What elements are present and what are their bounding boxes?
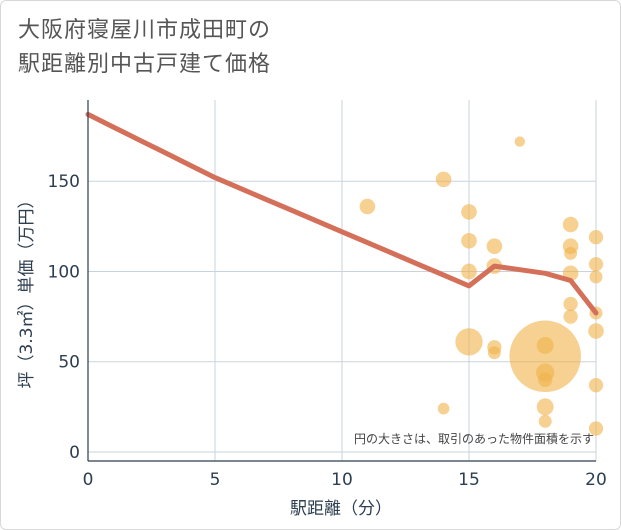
data-point [564,246,578,260]
y-tick-label: 50 [58,353,80,373]
data-point [461,204,477,220]
data-point [536,398,554,416]
chart-title-line-1: 大阪府寝屋川市成田町の [18,18,272,43]
y-axis-label: 坪（3.3㎡）単価（万円） [17,191,37,388]
data-point [359,198,376,215]
data-point [435,171,452,188]
data-point [588,421,604,436]
size-note: 円の大きさは、取引のあった物件面積を示す [354,431,594,446]
data-point [538,372,553,387]
x-tick-label: 10 [331,470,353,490]
data-point [563,309,578,324]
data-point [514,136,525,147]
axes: 0 5 10 15 20 0 50 100 150 [48,100,607,490]
x-tick-label: 15 [458,470,480,490]
data-point [509,320,581,393]
data-point [588,257,604,272]
data-point [461,232,477,249]
data-point [588,230,604,245]
average-line [85,111,599,316]
x-tick-label: 0 [83,470,94,490]
y-tick-label: 150 [48,172,80,192]
data-point [461,263,477,280]
data-point [589,270,603,284]
data-point [588,323,604,339]
data-point [486,238,503,255]
x-tick-label: 20 [585,470,607,490]
y-tick-label: 0 [69,443,80,463]
scatter-points [359,136,604,436]
data-point [588,378,604,393]
data-point [562,216,579,233]
x-tick-label: 5 [210,470,221,490]
data-point [487,346,501,360]
x-axis-label: 駅距離（分） [290,499,392,519]
data-point [538,414,552,428]
average-price-line [85,111,599,316]
chart-title: 大阪府寝屋川市成田町の 駅距離別中古戸建て価格 [18,14,271,82]
chart-title-line-2: 駅距離別中古戸建て価格 [18,52,272,77]
data-point [536,337,554,354]
data-point [437,402,450,415]
data-point [455,328,483,356]
y-tick-label: 100 [48,262,80,282]
data-point [563,296,578,312]
